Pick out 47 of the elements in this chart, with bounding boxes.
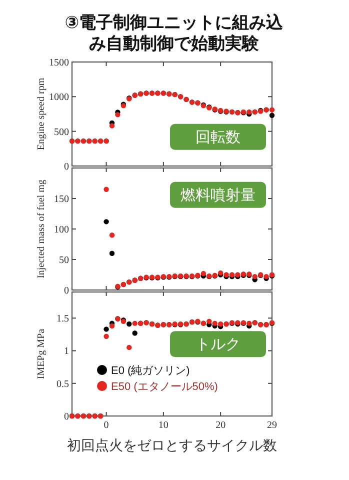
y-tick-label: 50 (59, 255, 69, 266)
y-tick-label: 0 (64, 286, 69, 296)
y-tick-label: 0 (64, 162, 69, 172)
point (109, 250, 115, 256)
y-tick-label: 150 (54, 194, 69, 205)
legend-label: E0 (純ガソリン) (111, 365, 190, 377)
point (104, 334, 109, 339)
point (212, 320, 218, 326)
y-tick-label: 100 (54, 224, 69, 236)
point (109, 232, 115, 238)
y-tick-label: 0.5 (56, 378, 69, 390)
y-axis-title: Engine speed rpm (36, 78, 47, 150)
y-tick-label: 1.5 (56, 314, 69, 325)
legend-label: E50 (エタノール50%) (111, 381, 218, 393)
annotation: 回転数 (196, 128, 240, 146)
y-axis-title: Injected mass of fuel mg (36, 180, 47, 278)
annotation: 燃料噴射量 (180, 186, 256, 204)
y-axis-title: IMEPg MPa (36, 328, 47, 380)
y-tick-label: 1500 (49, 58, 69, 68)
point (218, 321, 224, 327)
point (200, 270, 206, 276)
point (269, 107, 275, 112)
point (109, 323, 115, 329)
x-tick-label: 0 (104, 420, 109, 431)
y-tick-label: 500 (54, 126, 69, 138)
point (252, 274, 258, 280)
point (104, 186, 109, 192)
point (109, 123, 115, 128)
point (132, 330, 138, 336)
point (269, 112, 275, 118)
point (132, 320, 138, 326)
annotation: トルク (196, 336, 240, 354)
point (206, 318, 212, 324)
point (104, 326, 109, 332)
x-axis-title: 初回点火をゼロとするサイクル数 (67, 437, 277, 453)
x-tick-label: 29 (267, 420, 277, 431)
x-tick-label: 20 (216, 420, 226, 431)
y-tick-label: 1 (64, 346, 69, 358)
point (246, 320, 252, 326)
point (104, 219, 109, 224)
y-tick-label: 0 (64, 412, 69, 422)
point (126, 344, 132, 350)
chart-title: ③電子制御ユニットに組み込み自動制御で始動実験 (64, 13, 284, 53)
point (115, 112, 120, 118)
point (126, 321, 132, 327)
x-tick-label: 10 (158, 420, 168, 431)
y-tick-label: 1000 (49, 92, 69, 104)
